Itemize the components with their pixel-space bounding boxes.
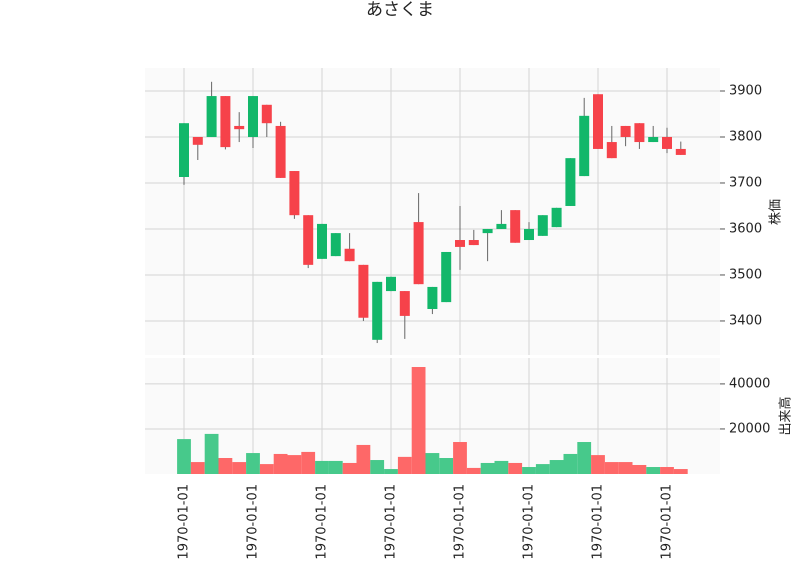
volume-bar: [508, 462, 523, 474]
volume-bar: [232, 462, 247, 474]
volume-bar: [453, 442, 467, 474]
y-tick-label: 40000: [729, 376, 770, 391]
x-tick-label: 1970-01-01: [384, 484, 399, 560]
volume-bar: [535, 464, 550, 474]
candle-body: [468, 240, 479, 246]
volume-bar: [480, 462, 495, 474]
candle-body: [413, 222, 424, 285]
candle-body: [372, 281, 383, 340]
candle-body: [289, 171, 300, 216]
y-tick-label: 3700: [729, 175, 762, 190]
candle-body: [441, 251, 452, 303]
candle-body: [537, 215, 548, 236]
y-tick-label: 3900: [729, 83, 762, 98]
volume-bar: [604, 462, 619, 474]
volume-bar: [370, 460, 385, 474]
volume-bar: [522, 467, 536, 474]
volume-bar: [466, 467, 481, 474]
candle-body: [675, 148, 686, 155]
x-tick-label: 1970-01-01: [246, 484, 261, 560]
volume-bar: [287, 455, 302, 474]
volume-bar: [411, 367, 426, 474]
volume-bar: [660, 467, 674, 474]
candle-body: [496, 223, 507, 229]
candle-body: [261, 104, 272, 124]
volume-bar: [177, 439, 191, 474]
volume-bar: [646, 467, 661, 474]
candle-body: [330, 233, 341, 257]
candle-body: [593, 94, 603, 149]
candle-body: [510, 210, 521, 243]
x-tick-label: 1970-01-01: [315, 484, 330, 560]
y-tick-label: 3800: [729, 129, 762, 144]
candle-body: [620, 125, 631, 137]
candle-body: [606, 142, 617, 159]
volume-bar: [673, 469, 688, 474]
volume-axis-label: 出来高: [778, 396, 794, 435]
candle-body: [179, 123, 189, 178]
y-tick-label: 3600: [729, 221, 762, 236]
x-tick-label: 1970-01-01: [660, 484, 675, 560]
volume-bar: [301, 451, 316, 474]
volume-bar: [315, 460, 329, 474]
y-tick-label: 20000: [729, 421, 770, 436]
candle-body: [634, 123, 645, 143]
volume-bar: [328, 460, 343, 474]
volume-bar: [577, 442, 592, 474]
candle-body: [399, 291, 410, 316]
x-tick-label: 1970-01-01: [177, 484, 192, 560]
candle-body: [275, 125, 286, 178]
candle-body: [248, 96, 258, 137]
candle-body: [234, 125, 245, 130]
candle-body: [344, 248, 355, 262]
volume-bar: [618, 462, 633, 474]
volume-bar: [384, 469, 398, 474]
x-tick-label: 1970-01-01: [591, 484, 606, 560]
candle-body: [386, 276, 396, 292]
candle-body: [482, 228, 493, 234]
y-axis-label: 株価: [769, 199, 784, 225]
volume-bar: [632, 464, 647, 474]
candle-body: [427, 286, 438, 310]
candle-body: [524, 228, 534, 241]
volume-bar: [273, 453, 288, 474]
volume-bar: [218, 458, 233, 474]
candle-body: [551, 207, 562, 228]
volume-bar: [563, 453, 578, 474]
volume-bar: [190, 462, 205, 474]
volume-bar: [246, 453, 260, 474]
volume-bar: [549, 460, 564, 474]
candle-body: [565, 158, 576, 206]
y-tick-label: 3500: [729, 267, 762, 282]
volume-bar: [259, 464, 274, 474]
candle-body: [579, 115, 590, 177]
volume-bar: [494, 460, 509, 474]
candle-body: [662, 136, 672, 149]
candle-body: [220, 96, 231, 148]
candle-body: [317, 223, 327, 259]
x-tick-label: 1970-01-01: [453, 484, 468, 560]
chart-title: あさくま: [366, 0, 434, 20]
candle-body: [455, 240, 465, 247]
x-tick-label: 1970-01-01: [522, 484, 537, 560]
volume-bar: [342, 462, 357, 474]
candle-body: [206, 96, 217, 137]
volume-bar: [425, 453, 440, 474]
candle-body: [648, 136, 659, 143]
candle-body: [358, 264, 369, 318]
volume-bar: [397, 456, 412, 474]
volume-bar: [439, 458, 454, 474]
candle-body: [192, 136, 203, 145]
volume-bar: [356, 444, 371, 474]
volume-bar: [591, 455, 605, 474]
y-tick-label: 3400: [729, 313, 762, 328]
candle-body: [303, 215, 314, 265]
volume-bar: [204, 433, 219, 474]
